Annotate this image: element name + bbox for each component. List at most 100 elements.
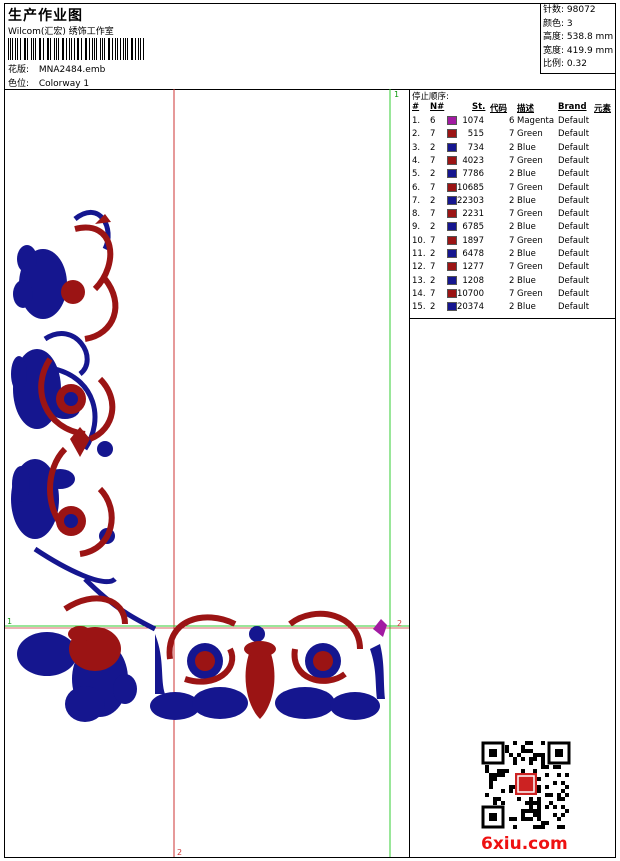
cell-idx: 11. bbox=[412, 249, 426, 259]
color-swatch bbox=[447, 116, 457, 125]
guide-marker-top: 1 bbox=[394, 90, 399, 99]
cell-idx: 15. bbox=[412, 302, 426, 313]
cell-idx: 1. bbox=[412, 116, 421, 126]
cell-st: 10685 bbox=[456, 182, 484, 193]
cell-n: 2 bbox=[430, 249, 436, 259]
color-swatch bbox=[447, 155, 457, 165]
stop-sequence-table: 停止顺序: # N# St. 代码 描述 Brand 元素 1. 6 1074 6 Ma… bbox=[410, 89, 616, 319]
cell-idx: 13. bbox=[412, 275, 426, 286]
table-row: 13. 2 1208 2 Blue Default bbox=[410, 275, 616, 289]
cell-idx: 9. bbox=[412, 222, 421, 233]
cell-st: 1074 bbox=[462, 116, 484, 126]
company-name: Wilcom(汇宏) 绣饰工作室 bbox=[8, 27, 114, 37]
cell-idx: 3. bbox=[412, 142, 421, 153]
cell-st: 2231 bbox=[462, 209, 484, 220]
cell-st: 1208 bbox=[462, 275, 484, 286]
cell-st: 734 bbox=[467, 142, 484, 153]
stat-colors: 颜色: 3 bbox=[543, 18, 573, 29]
cell-n: 2 bbox=[430, 142, 436, 153]
magenta-accent bbox=[373, 619, 387, 637]
cell-n: 6 bbox=[430, 116, 436, 126]
cell-brand: Default bbox=[558, 182, 590, 193]
horizontal-border-red-scrolls bbox=[166, 610, 363, 685]
cell-desc: Blue bbox=[517, 195, 536, 206]
cell-idx: 5. bbox=[412, 169, 421, 180]
cell-code: 7 bbox=[509, 235, 515, 246]
cell-st: 20374 bbox=[456, 302, 484, 313]
cell-desc: Blue bbox=[517, 302, 536, 313]
vertical-border-flower-centers bbox=[64, 392, 78, 528]
cell-st: 22303 bbox=[456, 195, 484, 206]
cell-brand: Default bbox=[558, 249, 590, 259]
cell-idx: 8. bbox=[412, 209, 421, 220]
cell-n: 7 bbox=[430, 209, 436, 220]
cell-n: 7 bbox=[430, 129, 436, 140]
cell-idx: 6. bbox=[412, 182, 421, 193]
table-row: 15. 2 20374 2 Blue Default bbox=[410, 302, 616, 315]
color-swatch bbox=[447, 142, 457, 152]
cell-code: 7 bbox=[509, 182, 515, 193]
color-swatch bbox=[447, 195, 457, 205]
vertical-border-red-flowers bbox=[56, 214, 121, 671]
cell-st: 4023 bbox=[462, 155, 484, 166]
cell-brand: Default bbox=[558, 222, 590, 233]
cell-brand: Default bbox=[558, 142, 590, 153]
colorway-info: 色位: Colorway 1 bbox=[8, 76, 89, 89]
col-header-st: St. bbox=[472, 102, 486, 112]
cell-code: 7 bbox=[509, 155, 515, 166]
cell-brand: Default bbox=[558, 155, 590, 166]
color-swatch bbox=[447, 288, 457, 298]
col-header-element: 元素 bbox=[594, 104, 612, 114]
horizontal-border-foliage bbox=[150, 626, 385, 720]
color-swatch bbox=[447, 275, 457, 285]
stop-sequence-title: 停止顺序: bbox=[412, 92, 449, 102]
col-header-desc: 描述 bbox=[517, 104, 535, 114]
pattern-info: 花版: MNA2484.emb bbox=[8, 62, 105, 75]
page-title: 生产作业图 bbox=[8, 8, 83, 24]
stat-scale: 比例: 0.32 bbox=[543, 59, 587, 69]
cell-brand: Default bbox=[558, 288, 590, 299]
color-swatch bbox=[447, 262, 457, 272]
qr-code bbox=[481, 741, 571, 829]
table-row: 8. 7 2231 7 Green Default bbox=[410, 209, 616, 222]
cell-idx: 10. bbox=[412, 235, 426, 246]
color-swatch bbox=[447, 249, 457, 258]
color-swatch bbox=[447, 182, 457, 192]
cell-desc: Blue bbox=[517, 222, 536, 233]
cell-code: 7 bbox=[509, 129, 515, 140]
cell-desc: Magenta bbox=[517, 116, 555, 126]
guide-marker-right: 2 bbox=[397, 619, 402, 628]
table-row: 7. 2 22303 2 Blue Default bbox=[410, 195, 616, 209]
cell-brand: Default bbox=[558, 275, 590, 286]
cell-brand: Default bbox=[558, 262, 590, 273]
cell-n: 2 bbox=[430, 222, 436, 233]
col-header-idx: # bbox=[412, 102, 420, 112]
table-row: 10. 7 1897 7 Green Default bbox=[410, 235, 616, 249]
table-row: 12. 7 1277 7 Green Default bbox=[410, 262, 616, 275]
cell-n: 7 bbox=[430, 262, 436, 273]
col-header-brand: Brand bbox=[558, 102, 587, 112]
pattern-value: MNA2484.emb bbox=[38, 65, 106, 75]
table-row: 2. 7 515 7 Green Default bbox=[410, 129, 616, 142]
cell-code: 7 bbox=[509, 209, 515, 220]
cell-brand: Default bbox=[558, 116, 590, 126]
cell-st: 515 bbox=[467, 129, 484, 140]
cell-code: 2 bbox=[509, 302, 515, 313]
cell-desc: Green bbox=[517, 155, 543, 166]
cell-desc: Green bbox=[517, 262, 543, 273]
cell-desc: Green bbox=[517, 182, 543, 193]
cell-n: 7 bbox=[430, 288, 436, 299]
col-header-code: 代码 bbox=[490, 104, 508, 114]
cell-st: 1897 bbox=[462, 235, 484, 246]
cell-code: 2 bbox=[509, 275, 515, 286]
table-row: 3. 2 734 2 Blue Default bbox=[410, 142, 616, 156]
embroidery-design: 1 1 2 2 bbox=[5, 89, 409, 857]
cell-code: 2 bbox=[509, 142, 515, 153]
cell-st: 7786 bbox=[462, 169, 484, 180]
cell-st: 1277 bbox=[462, 262, 484, 273]
cell-n: 2 bbox=[430, 169, 436, 180]
cell-n: 2 bbox=[430, 195, 436, 206]
stat-height: 高度: 538.8 mm bbox=[543, 32, 614, 42]
right-panel: 停止顺序: # N# St. 代码 描述 Brand 元素 1. 6 1074 6 Ma… bbox=[409, 89, 616, 857]
cell-code: 2 bbox=[509, 222, 515, 233]
